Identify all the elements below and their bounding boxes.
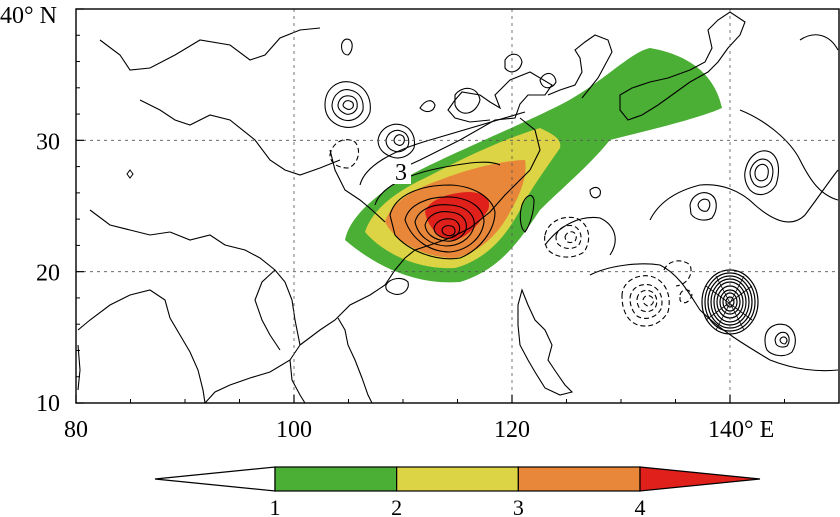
colorbar-label: 2	[391, 495, 402, 517]
y-tick-label: 20	[36, 261, 60, 287]
x-tick-label: 80	[64, 417, 88, 443]
x-tick-label: 120	[494, 417, 530, 443]
x-tick-label: 140° E	[708, 417, 774, 443]
shaded-field	[345, 48, 722, 283]
y-axis: 10 20 30 40° N	[0, 3, 84, 417]
colorbar-label: 3	[513, 495, 524, 517]
colorbar-segment-high	[639, 466, 761, 492]
contours-negative	[329, 139, 693, 327]
colorbar-segment	[517, 466, 641, 492]
contours-positive	[324, 34, 839, 372]
contour-label-text: 3	[395, 160, 407, 186]
colorbar-segment	[274, 466, 398, 492]
colorbar-segment-low	[154, 466, 276, 492]
colorbar-label: 1	[270, 495, 281, 517]
colorbar: 1 2 3 4	[154, 466, 761, 517]
gridlines	[76, 9, 839, 403]
y-tick-label: 40° N	[0, 3, 57, 29]
colorbar-segment	[396, 466, 519, 492]
coastlines	[77, 11, 746, 404]
y-tick-label: 30	[36, 129, 60, 155]
x-axis: 80 100 120 140° E	[64, 395, 785, 443]
x-tick-label: 100	[276, 417, 312, 443]
contour-label: 3	[393, 160, 411, 186]
y-tick-label: 10	[36, 391, 60, 417]
colorbar-label: 4	[635, 495, 646, 517]
small-contour-marker	[126, 169, 134, 179]
